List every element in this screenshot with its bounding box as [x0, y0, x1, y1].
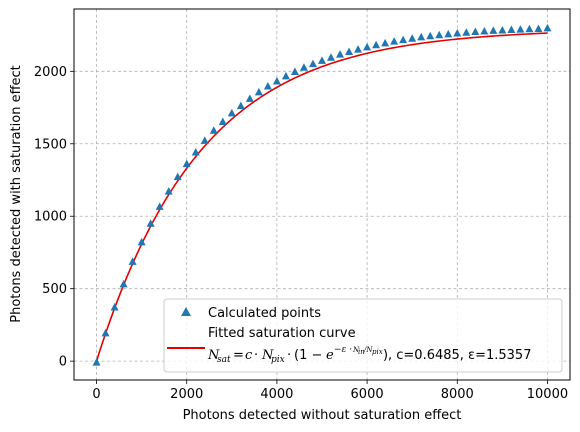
data-point — [128, 257, 137, 265]
data-points-layer — [92, 23, 552, 366]
x-tick-label: 6000 — [351, 387, 384, 402]
svg-text:): ) — [383, 348, 388, 363]
svg-text:in: in — [358, 348, 365, 356]
data-point — [290, 67, 299, 76]
data-point — [236, 101, 245, 110]
data-point — [399, 35, 408, 44]
data-point — [507, 25, 516, 34]
data-point — [390, 37, 399, 45]
y-tick-label: 500 — [42, 282, 67, 297]
y-tick-label: 2000 — [34, 65, 67, 80]
svg-text:·: · — [287, 348, 291, 363]
data-point — [426, 31, 435, 40]
svg-text:=: = — [233, 348, 244, 363]
legend-item-calculated-points: Calculated points — [208, 306, 321, 321]
data-point — [299, 63, 308, 71]
svg-text:N: N — [261, 348, 274, 363]
legend-fit-params: , c=0.6485, ε=1.5357 — [388, 348, 531, 363]
y-axis-label: Photons detected with saturation effect — [9, 65, 24, 323]
svg-text:pix: pix — [271, 355, 285, 365]
data-point — [209, 126, 218, 134]
data-point — [200, 136, 209, 144]
data-point — [272, 76, 281, 85]
data-point — [92, 358, 101, 366]
x-tick-label: 4000 — [260, 387, 293, 402]
data-point — [308, 59, 317, 68]
y-tick-label: 1000 — [34, 210, 67, 225]
data-point — [381, 38, 390, 47]
data-point — [498, 25, 507, 34]
data-point — [363, 42, 372, 51]
legend-box — [163, 298, 563, 373]
fitted-curve-layer — [95, 32, 548, 362]
data-point — [101, 328, 110, 337]
data-point — [263, 82, 272, 90]
x-tick-label: 2000 — [170, 387, 203, 402]
data-point — [336, 50, 345, 58]
y-ticks: 0 500 1000 1500 2000 — [34, 65, 74, 370]
data-point — [173, 172, 182, 181]
data-point — [543, 23, 552, 32]
legend-marker-triangle — [181, 307, 191, 316]
data-point — [354, 45, 363, 53]
data-point — [182, 159, 191, 168]
data-point — [345, 47, 354, 56]
data-point — [525, 24, 534, 33]
data-point — [227, 108, 236, 117]
svg-text:−ε ·: −ε · — [334, 345, 352, 355]
data-point — [453, 28, 462, 37]
data-point — [471, 27, 480, 36]
y-tick-label: 0 — [59, 355, 67, 370]
data-point — [372, 40, 381, 49]
data-point — [155, 202, 164, 210]
data-point — [164, 187, 173, 195]
data-point — [318, 56, 326, 64]
x-tick-label: 10000 — [527, 387, 568, 402]
legend-item-fitted-curve: Fitted saturation curve — [208, 326, 356, 341]
data-point — [534, 24, 543, 32]
svg-text:(1 −: (1 − — [294, 348, 322, 363]
data-point — [327, 53, 336, 61]
data-point — [191, 147, 200, 156]
x-tick-label: 8000 — [441, 387, 474, 402]
legend: Calculated points Fitted saturation curv… — [163, 298, 563, 373]
x-tick-label: 0 — [92, 387, 100, 402]
data-point — [417, 32, 426, 41]
data-point — [245, 94, 254, 102]
data-point — [146, 219, 155, 227]
data-point — [480, 26, 489, 35]
data-point — [444, 29, 453, 38]
svg-text:N: N — [207, 348, 220, 363]
legend-formula: N sat = c · N pix · (1 − e −ε · N in /N … — [207, 345, 531, 365]
plot-frame — [73, 8, 571, 381]
svg-text:N: N — [352, 346, 360, 354]
data-point — [218, 117, 227, 126]
svg-text:·: · — [254, 348, 258, 363]
data-point — [462, 28, 471, 36]
x-axis-label: Photons detected without saturation effe… — [183, 408, 462, 423]
x-ticks: 0 2000 4000 6000 8000 10000 — [92, 380, 568, 402]
data-point — [254, 87, 263, 96]
data-point — [408, 34, 417, 42]
svg-text:/N: /N — [363, 346, 373, 354]
data-point — [435, 30, 444, 39]
svg-text:pix: pix — [372, 348, 383, 356]
svg-text:c: c — [245, 348, 253, 363]
data-point — [516, 25, 525, 33]
y-tick-label: 1500 — [34, 137, 67, 152]
data-point — [137, 237, 146, 246]
data-point — [110, 303, 119, 311]
data-point — [489, 26, 498, 34]
data-point — [119, 279, 128, 288]
svg-text:e: e — [326, 348, 334, 363]
data-point — [281, 71, 290, 80]
fitted-saturation-curve — [95, 32, 548, 362]
svg-text:sat: sat — [217, 355, 231, 365]
